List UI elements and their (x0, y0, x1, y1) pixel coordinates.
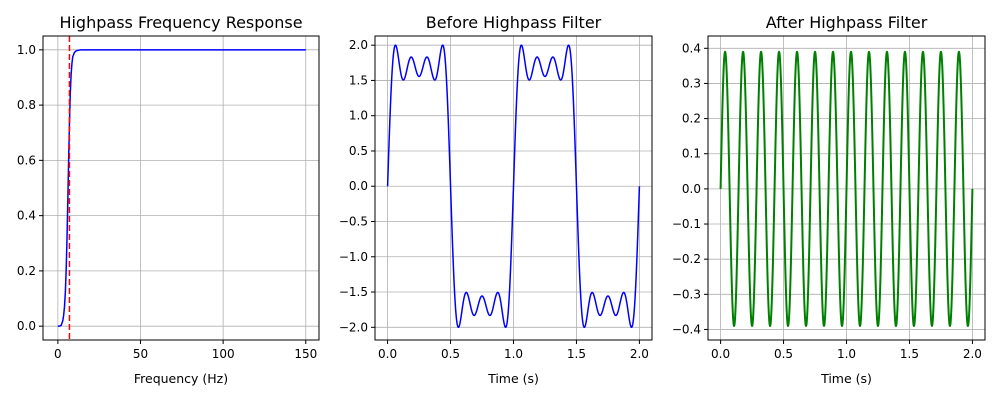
axes-frame (42, 35, 320, 341)
y-tick-label: 0.2 (682, 112, 701, 126)
x-tick-label: 50 (133, 347, 148, 361)
y-tick-label: −1.0 (339, 250, 368, 264)
y-tick-label: −0.2 (672, 252, 701, 266)
x-tick-label: 0.5 (441, 347, 460, 361)
y-tick-label: 2.0 (349, 38, 368, 52)
y-tick-label: −0.4 (672, 322, 701, 336)
y-tick-label: −0.1 (672, 217, 701, 231)
y-tick-label: 0.0 (17, 319, 36, 333)
y-tick-label: 0.6 (17, 153, 36, 167)
x-tick-label: 150 (294, 347, 317, 361)
y-tick-label: 0.4 (17, 209, 36, 223)
y-tick-label: 0.8 (17, 98, 36, 112)
y-tick-label: 0.1 (682, 147, 701, 161)
y-tick-label: −0.3 (672, 287, 701, 301)
x-tick-label: 0.5 (774, 347, 793, 361)
y-tick-label: −1.5 (339, 285, 368, 299)
y-tick-label: 0.0 (349, 179, 368, 193)
series-line-1 (57, 49, 306, 327)
chart-title: Highpass Frequency Response (59, 13, 302, 32)
y-tick-label: 0.3 (682, 76, 701, 90)
x-tick-label: 2.0 (630, 347, 649, 361)
x-tick-label: 1.5 (900, 347, 919, 361)
y-tick-label: 1.5 (349, 73, 368, 87)
y-tick-label: 0.5 (349, 144, 368, 158)
chart-title: After Highpass Filter (766, 13, 928, 32)
x-tick-label: 1.0 (837, 347, 856, 361)
y-tick-label: −0.5 (339, 215, 368, 229)
series-line-1 (386, 44, 641, 329)
x-tick-label: 2.0 (963, 347, 982, 361)
x-tick-label: 0.0 (711, 347, 730, 361)
y-tick-label: 0.2 (17, 264, 36, 278)
x-axis-label: Time (s) (487, 371, 539, 386)
y-tick-label: 1.0 (17, 43, 36, 57)
x-tick-label: 1.0 (504, 347, 523, 361)
x-tick-label: 0.0 (378, 347, 397, 361)
chart-panel-2: 0.0 0.5 1.0 1.5 2.0 −2.0 −1.5 −1.0 −0.5 0.0 0.5 1.0… (339, 13, 653, 386)
x-axis-label: Frequency (Hz) (134, 371, 228, 386)
y-tick-label: 0.4 (682, 41, 701, 55)
chart-title: Before Highpass Filter (426, 13, 602, 32)
chart-panel-1: 0 50 100 150 0.0 0.2 0.4 0.6 0.8 1.0 Highpass Freq… (17, 13, 320, 386)
y-tick-label: −2.0 (339, 320, 368, 334)
y-tick-label: 0.0 (682, 182, 701, 196)
series-line-1 (719, 50, 974, 327)
x-tick-label: 100 (212, 347, 235, 361)
x-tick-label: 1.5 (567, 347, 586, 361)
x-tick-label: 0 (54, 347, 62, 361)
y-tick-label: 1.0 (349, 109, 368, 123)
chart-panel-3: 0.0 0.5 1.0 1.5 2.0 −0.4 −0.3 −0.2 −0.1 0.0 0.1 0.2… (672, 13, 986, 386)
x-axis-label: Time (s) (820, 371, 872, 386)
